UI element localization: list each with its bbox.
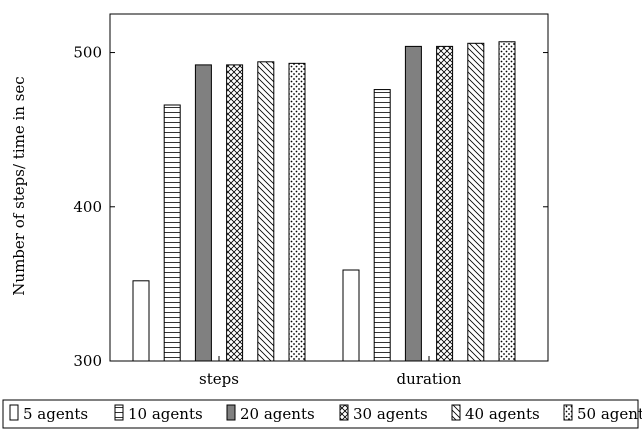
legend-label: 40 agents xyxy=(465,405,540,423)
legend-label: 5 agents xyxy=(23,405,88,423)
bar-duration-30-agents xyxy=(436,45,454,362)
bar-steps-30-agents xyxy=(226,64,244,362)
axis-labels: 300 400 500 steps duration xyxy=(73,44,461,388)
legend-swatch xyxy=(114,404,124,421)
bar-duration-50-agents xyxy=(498,41,516,362)
legend-swatch xyxy=(9,404,19,421)
y-axis-title: Number of steps/ time in sec xyxy=(10,76,28,295)
bar-steps-40-agents xyxy=(257,61,275,362)
bar-steps-50-agents xyxy=(288,62,306,362)
bar-duration-20-agents xyxy=(404,45,422,362)
y-tick-label: 300 xyxy=(73,352,102,370)
x-tick-label: steps xyxy=(199,370,239,388)
legend: 5 agents 10 agents 20 agents 30 agents 40 ag… xyxy=(9,404,642,423)
y-tick-label: 500 xyxy=(73,44,102,62)
legend-label: 30 agents xyxy=(353,405,428,423)
bar-steps-10-agents xyxy=(163,104,181,362)
bar-duration-40-agents xyxy=(467,42,485,362)
bar-steps-20-agents xyxy=(194,64,212,362)
plot-frame xyxy=(109,13,549,362)
legend-label: 10 agents xyxy=(128,405,203,423)
legend-swatch xyxy=(451,404,461,421)
x-tick-label: duration xyxy=(397,370,462,388)
bar-duration-10-agents xyxy=(373,89,391,362)
axes xyxy=(109,13,549,362)
legend-swatch xyxy=(339,404,349,421)
bar-duration-5-agents xyxy=(342,269,360,362)
y-tick-label: 400 xyxy=(73,198,102,216)
legend-box xyxy=(2,399,639,429)
legend-label: 50 agents xyxy=(577,405,642,423)
legend-swatch xyxy=(563,404,573,421)
bars xyxy=(132,41,516,362)
bar-steps-5-agents xyxy=(132,280,150,362)
legend-label: 20 agents xyxy=(240,405,315,423)
legend-swatch xyxy=(226,404,236,421)
